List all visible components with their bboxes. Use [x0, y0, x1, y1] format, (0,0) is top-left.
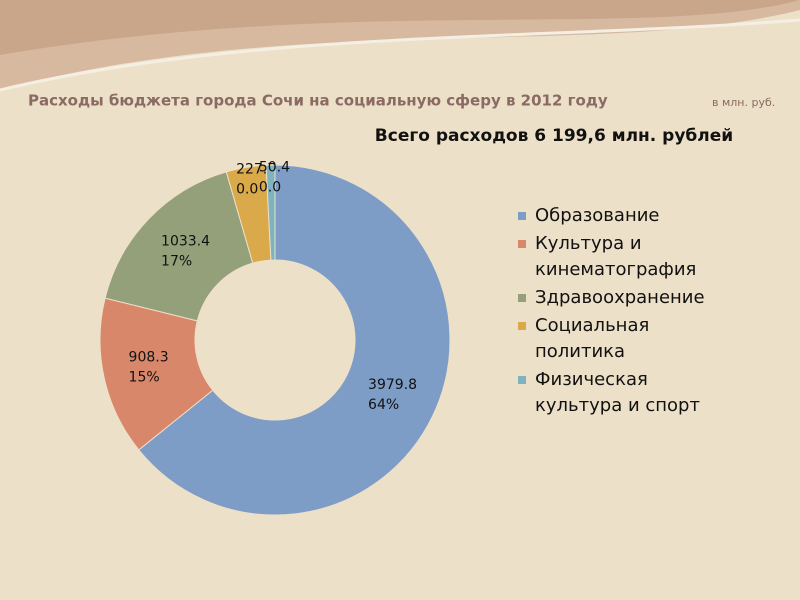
- decor-wave: [0, 0, 800, 55]
- legend-label: Образование: [535, 205, 660, 226]
- slice: [99, 297, 214, 451]
- legend-item: Культура и кинематография: [518, 231, 738, 283]
- legend-label: Физическая культура и спорт: [535, 369, 700, 416]
- chart-subtitle: Всего расходов 6 199,6 млн. рублей: [375, 126, 733, 146]
- percent-label: 15%: [129, 370, 160, 386]
- data-label: 50.4: [259, 160, 290, 176]
- legend-item: Физическая культура и спорт: [518, 367, 738, 419]
- data-label: 1033.4: [161, 234, 210, 250]
- slice: [138, 164, 451, 516]
- percent-label: 64%: [368, 397, 399, 413]
- data-label: 3979.8: [368, 377, 417, 393]
- legend-label: Социальная политика: [535, 315, 650, 362]
- percent-label: 17%: [161, 254, 192, 270]
- legend-label: Здравоохранение: [535, 287, 705, 308]
- legend-marker: [518, 240, 526, 248]
- legend-label: Культура и кинематография: [535, 233, 697, 280]
- data-label: 908.3: [129, 350, 169, 366]
- legend-marker: [518, 322, 526, 330]
- legend-item: Социальная политика: [518, 313, 738, 365]
- legend-marker: [518, 294, 526, 302]
- chart-title: Расходы бюджета города Сочи на социальну…: [28, 92, 608, 110]
- slice: [265, 164, 276, 261]
- unit-note: в млн. руб.: [712, 96, 775, 109]
- legend-marker: [518, 212, 526, 220]
- legend-marker: [518, 376, 526, 384]
- legend-item: Здравоохранение: [518, 285, 738, 311]
- percent-label: 0.0: [236, 182, 258, 198]
- legend: Образование Культура и кинематография Здра…: [518, 203, 738, 421]
- percent-label: 0.0: [259, 180, 281, 196]
- legend-item: Образование: [518, 203, 738, 229]
- decor-line: [0, 18, 800, 92]
- slice: [104, 171, 254, 322]
